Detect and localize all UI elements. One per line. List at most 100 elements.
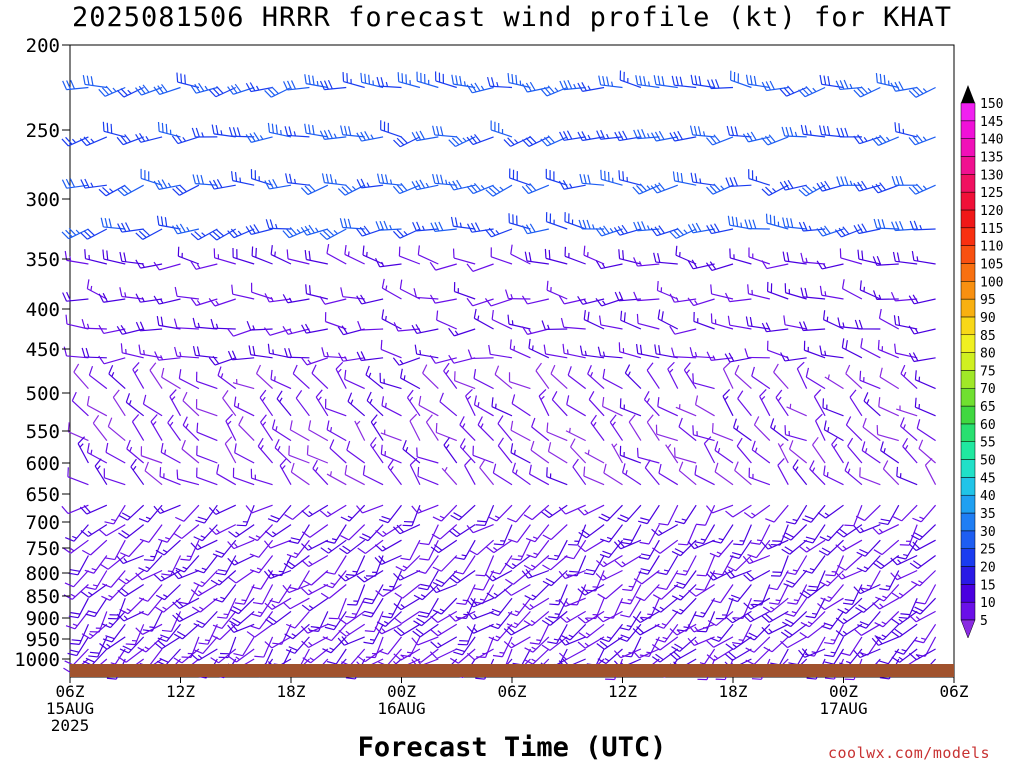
wind-barb (245, 132, 273, 143)
y-tick-label: 400 (26, 299, 60, 321)
wind-barb (102, 249, 126, 265)
wind-barb (506, 610, 531, 629)
wind-barb (213, 584, 237, 603)
x-tick-date-label: 15AUG (46, 699, 94, 718)
wind-barb (374, 539, 402, 552)
wind-barb (798, 86, 826, 98)
wind-barb (732, 624, 752, 645)
wind-barb (504, 289, 531, 300)
wind-barb (116, 554, 144, 565)
wind-barb (264, 178, 292, 190)
colorbar-label: 50 (980, 454, 996, 469)
wind-barb (228, 570, 255, 584)
wind-barb (914, 397, 936, 417)
wind-barb (824, 374, 844, 390)
wind-barb (637, 504, 660, 525)
wind-barb (488, 623, 513, 642)
wind-barb (103, 468, 126, 486)
colorbar-label: 25 (980, 543, 996, 558)
wind-barb (284, 623, 310, 640)
wind-barb (375, 220, 402, 231)
wind-barb (761, 134, 789, 146)
wind-barb (651, 648, 679, 663)
colorbar-label: 45 (980, 471, 996, 486)
wind-barb (174, 346, 199, 359)
wind-barb (117, 222, 144, 233)
wind-barb (542, 555, 568, 571)
wind-barb (190, 583, 218, 597)
wind-barb (448, 524, 476, 538)
colorbar-bottom-arrow (960, 619, 976, 639)
wind-barb (347, 584, 366, 606)
wind-barb (430, 221, 457, 232)
wind-barb (724, 648, 752, 661)
wind-barb (228, 648, 255, 663)
wind-barb (248, 524, 274, 542)
wind-barb (597, 648, 623, 665)
wind-barb (485, 569, 513, 582)
wind-barb (67, 422, 89, 442)
wind-barb (880, 441, 900, 464)
wind-barb (432, 597, 458, 615)
wind-barb (908, 539, 936, 552)
wind-barb (507, 504, 531, 523)
wind-barb (380, 120, 402, 138)
wind-barb (875, 584, 900, 602)
wind-barb (765, 213, 789, 230)
wind-barb (782, 217, 807, 230)
wind-barb (245, 504, 273, 514)
wind-barb (466, 263, 494, 272)
wind-barb (193, 636, 218, 655)
wind-barb (102, 121, 126, 138)
wind-barb (675, 245, 697, 265)
wind-barb (841, 279, 863, 300)
wind-barb (233, 396, 255, 417)
wind-barb (323, 570, 347, 589)
wind-barb (249, 555, 274, 574)
wind-barb (521, 223, 549, 235)
wind-barb (395, 555, 421, 572)
wind-barb (633, 221, 660, 232)
wind-barb (160, 442, 181, 464)
wind-barb (453, 282, 476, 300)
wind-barb (468, 539, 494, 556)
y-tick-label: 650 (26, 484, 60, 506)
wind-barb (871, 524, 900, 535)
wind-barb (194, 555, 218, 574)
wind-barb (227, 228, 255, 239)
wind-barb (131, 414, 145, 441)
wind-barb (924, 457, 937, 485)
wind-barb (911, 570, 937, 587)
x-tick-label: 12Z (608, 682, 637, 701)
wind-barb (456, 584, 476, 605)
wind-barb (68, 555, 89, 576)
wind-barb (632, 183, 660, 195)
wind-barb (284, 347, 310, 359)
x-tick-date-label: 17AUG (819, 699, 867, 718)
wind-barb (228, 126, 255, 138)
wind-barb (871, 134, 899, 146)
wind-barb (270, 245, 292, 265)
wind-barb (909, 220, 936, 231)
colorbar-label: 90 (980, 311, 996, 326)
wind-barb (477, 416, 495, 442)
wind-barb (853, 86, 881, 98)
wind-barb (400, 368, 421, 390)
wind-barb (393, 610, 421, 625)
wind-barb (872, 597, 900, 610)
wind-barb (729, 539, 752, 560)
wind-barb (417, 245, 439, 265)
wind-barb (443, 362, 458, 389)
wind-barb (521, 81, 549, 93)
wind-barb (302, 570, 329, 586)
wind-barb (821, 611, 844, 630)
colorbar-label: 135 (980, 150, 1003, 165)
colorbar-label: 140 (980, 133, 1003, 148)
y-tick-label: 750 (26, 538, 60, 560)
wind-barb (711, 584, 734, 604)
wind-barb (911, 597, 937, 615)
wind-barb (597, 346, 623, 359)
wind-barb (279, 458, 292, 485)
wind-barb (694, 465, 715, 486)
wind-barb (549, 584, 568, 606)
